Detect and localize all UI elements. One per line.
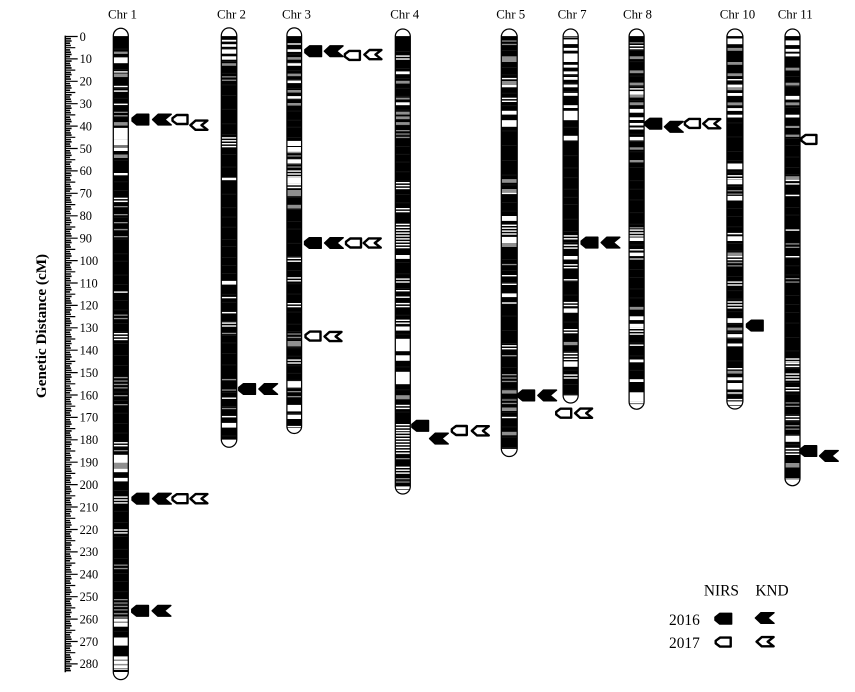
svg-text:230: 230: [80, 545, 99, 559]
svg-text:60: 60: [80, 164, 92, 178]
svg-text:NIRS: NIRS: [704, 583, 739, 600]
svg-text:170: 170: [80, 411, 99, 425]
svg-text:50: 50: [80, 142, 92, 156]
svg-text:80: 80: [80, 209, 92, 223]
svg-text:260: 260: [80, 612, 99, 626]
svg-text:Chr 11: Chr 11: [778, 8, 813, 22]
svg-text:200: 200: [80, 478, 99, 492]
svg-text:150: 150: [80, 366, 99, 380]
svg-text:210: 210: [80, 500, 99, 514]
svg-text:Chr 8: Chr 8: [623, 8, 652, 22]
svg-text:Chr 3: Chr 3: [282, 8, 311, 22]
svg-text:40: 40: [80, 119, 92, 133]
svg-text:Chr 4: Chr 4: [390, 8, 420, 22]
svg-text:20: 20: [80, 75, 92, 89]
svg-text:2016: 2016: [669, 612, 700, 629]
svg-text:190: 190: [80, 456, 99, 470]
svg-text:Chr 2: Chr 2: [217, 8, 246, 22]
svg-text:0: 0: [80, 30, 86, 44]
svg-text:90: 90: [80, 232, 92, 246]
svg-text:Chr 1: Chr 1: [108, 8, 137, 22]
svg-text:110: 110: [80, 276, 98, 290]
svg-text:130: 130: [80, 321, 99, 335]
svg-text:280: 280: [80, 657, 99, 671]
svg-text:Chr 7: Chr 7: [558, 8, 588, 22]
svg-text:140: 140: [80, 344, 99, 358]
svg-text:250: 250: [80, 590, 99, 604]
svg-text:180: 180: [80, 433, 99, 447]
svg-text:10: 10: [80, 52, 92, 66]
svg-text:220: 220: [80, 523, 99, 537]
svg-text:160: 160: [80, 388, 99, 402]
svg-text:270: 270: [80, 635, 99, 649]
svg-text:30: 30: [80, 97, 92, 111]
svg-text:KND: KND: [755, 583, 788, 600]
svg-text:120: 120: [80, 299, 99, 313]
svg-text:Genetic Distance (cM): Genetic Distance (cM): [33, 254, 50, 398]
svg-text:Chr 10: Chr 10: [720, 8, 755, 22]
svg-text:70: 70: [80, 187, 92, 201]
svg-text:240: 240: [80, 568, 99, 582]
svg-text:100: 100: [80, 254, 99, 268]
svg-text:2017: 2017: [669, 635, 700, 652]
svg-text:Chr 5: Chr 5: [496, 8, 525, 22]
